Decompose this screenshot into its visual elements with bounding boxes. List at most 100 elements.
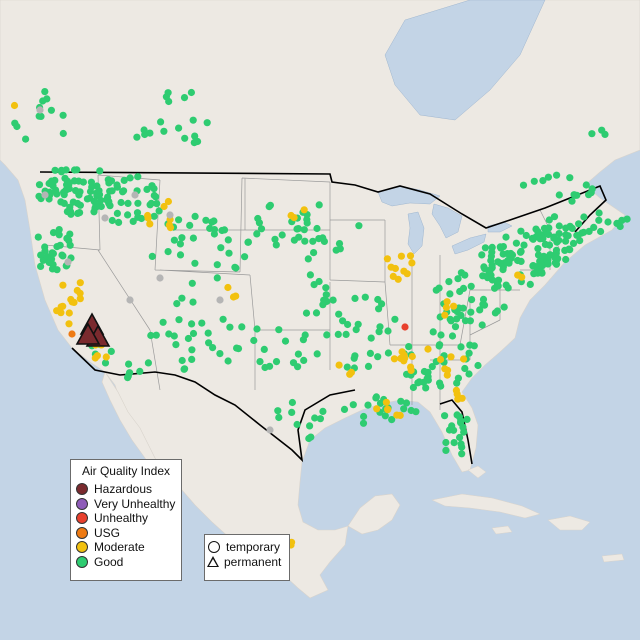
good-sensor-dot[interactable]	[311, 414, 319, 422]
good-sensor-dot[interactable]	[335, 310, 343, 318]
good-sensor-dot[interactable]	[496, 243, 504, 251]
good-sensor-dot[interactable]	[361, 293, 369, 301]
good-sensor-dot[interactable]	[550, 233, 558, 241]
good-sensor-dot[interactable]	[519, 181, 528, 189]
good-sensor-dot[interactable]	[275, 326, 283, 334]
good-sensor-dot[interactable]	[37, 251, 45, 259]
good-sensor-dot[interactable]	[530, 177, 538, 185]
moderate-sensor-dot[interactable]	[403, 270, 411, 278]
good-sensor-dot[interactable]	[49, 229, 58, 237]
good-sensor-dot[interactable]	[72, 187, 80, 195]
unhealthy-sensor-dot[interactable]	[401, 323, 409, 331]
good-sensor-dot[interactable]	[66, 241, 74, 249]
good-sensor-dot[interactable]	[532, 225, 540, 233]
good-sensor-dot[interactable]	[451, 323, 460, 331]
good-sensor-dot[interactable]	[494, 282, 502, 290]
good-sensor-dot[interactable]	[105, 179, 113, 187]
moderate-sensor-dot[interactable]	[102, 353, 110, 361]
good-sensor-dot[interactable]	[226, 323, 234, 331]
good-sensor-dot[interactable]	[355, 222, 363, 230]
moderate-sensor-dot[interactable]	[514, 271, 522, 279]
moderate-sensor-dot[interactable]	[444, 366, 452, 374]
good-sensor-dot[interactable]	[442, 438, 450, 447]
good-sensor-dot[interactable]	[67, 210, 75, 218]
good-sensor-dot[interactable]	[553, 171, 561, 179]
good-sensor-dot[interactable]	[623, 215, 631, 223]
no-data-sensor-dot[interactable]	[266, 426, 274, 434]
good-sensor-dot[interactable]	[204, 329, 212, 337]
good-sensor-dot[interactable]	[272, 241, 280, 249]
good-sensor-dot[interactable]	[187, 88, 195, 97]
good-sensor-dot[interactable]	[60, 199, 68, 207]
good-sensor-dot[interactable]	[191, 132, 199, 140]
good-sensor-dot[interactable]	[616, 222, 624, 231]
good-sensor-dot[interactable]	[450, 439, 458, 447]
good-sensor-dot[interactable]	[454, 275, 462, 283]
good-sensor-dot[interactable]	[13, 122, 21, 131]
good-sensor-dot[interactable]	[289, 359, 298, 367]
good-sensor-dot[interactable]	[474, 361, 482, 370]
good-sensor-dot[interactable]	[502, 281, 510, 289]
good-sensor-dot[interactable]	[424, 376, 432, 384]
good-sensor-dot[interactable]	[529, 235, 537, 243]
good-sensor-dot[interactable]	[344, 320, 352, 329]
good-sensor-dot[interactable]	[487, 271, 495, 279]
good-sensor-dot[interactable]	[494, 276, 503, 284]
good-sensor-dot[interactable]	[250, 336, 258, 345]
good-sensor-dot[interactable]	[590, 223, 598, 231]
good-sensor-dot[interactable]	[134, 199, 142, 207]
good-sensor-dot[interactable]	[517, 247, 525, 255]
good-sensor-dot[interactable]	[388, 416, 396, 424]
good-sensor-dot[interactable]	[232, 264, 240, 272]
usg-sensor-dot[interactable]	[68, 330, 76, 338]
moderate-sensor-dot[interactable]	[441, 311, 449, 319]
moderate-sensor-dot[interactable]	[442, 303, 450, 311]
good-sensor-dot[interactable]	[465, 349, 473, 357]
good-sensor-dot[interactable]	[288, 398, 296, 407]
good-sensor-dot[interactable]	[550, 213, 559, 221]
good-sensor-dot[interactable]	[266, 362, 274, 370]
good-sensor-dot[interactable]	[83, 195, 91, 203]
good-sensor-dot[interactable]	[254, 214, 262, 223]
good-sensor-dot[interactable]	[61, 174, 69, 182]
good-sensor-dot[interactable]	[189, 116, 197, 124]
good-sensor-dot[interactable]	[147, 331, 155, 340]
good-sensor-dot[interactable]	[134, 173, 142, 181]
good-sensor-dot[interactable]	[288, 408, 296, 416]
good-sensor-dot[interactable]	[562, 237, 570, 245]
good-sensor-dot[interactable]	[420, 367, 428, 376]
good-sensor-dot[interactable]	[178, 234, 186, 242]
good-sensor-dot[interactable]	[300, 226, 308, 234]
moderate-sensor-dot[interactable]	[384, 405, 392, 413]
good-sensor-dot[interactable]	[150, 212, 158, 220]
good-sensor-dot[interactable]	[257, 225, 266, 233]
moderate-sensor-dot[interactable]	[76, 279, 84, 287]
moderate-sensor-dot[interactable]	[443, 298, 451, 306]
good-sensor-dot[interactable]	[101, 359, 110, 367]
good-sensor-dot[interactable]	[526, 280, 534, 288]
moderate-sensor-dot[interactable]	[224, 283, 232, 292]
good-sensor-dot[interactable]	[178, 356, 186, 365]
good-sensor-dot[interactable]	[397, 397, 405, 405]
good-sensor-dot[interactable]	[62, 166, 70, 174]
good-sensor-dot[interactable]	[51, 166, 59, 174]
moderate-sensor-dot[interactable]	[76, 295, 84, 303]
good-sensor-dot[interactable]	[544, 230, 553, 239]
good-sensor-dot[interactable]	[108, 187, 116, 195]
good-sensor-dot[interactable]	[210, 226, 219, 234]
good-sensor-dot[interactable]	[441, 412, 449, 420]
good-sensor-dot[interactable]	[181, 134, 189, 142]
good-sensor-dot[interactable]	[315, 235, 323, 243]
moderate-sensor-dot[interactable]	[424, 345, 432, 353]
good-sensor-dot[interactable]	[92, 201, 100, 209]
good-sensor-dot[interactable]	[351, 294, 359, 302]
moderate-sensor-dot[interactable]	[447, 353, 455, 361]
good-sensor-dot[interactable]	[120, 176, 128, 184]
good-sensor-dot[interactable]	[217, 244, 225, 252]
moderate-sensor-dot[interactable]	[393, 411, 401, 419]
good-sensor-dot[interactable]	[364, 362, 373, 370]
good-sensor-dot[interactable]	[75, 177, 83, 185]
good-sensor-dot[interactable]	[582, 181, 590, 189]
good-sensor-dot[interactable]	[188, 346, 196, 354]
good-sensor-dot[interactable]	[45, 258, 53, 267]
